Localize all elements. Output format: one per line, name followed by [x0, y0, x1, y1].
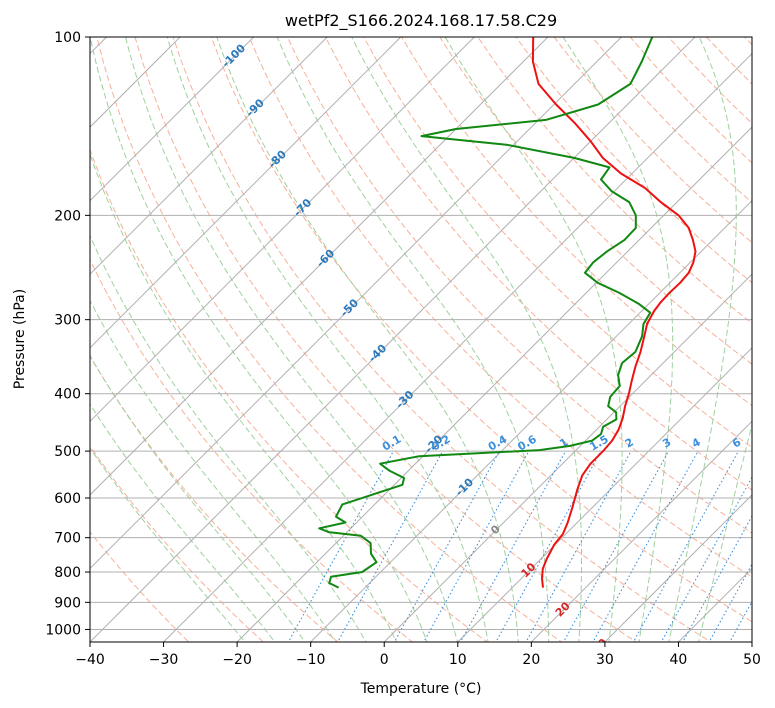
isotherm-line — [90, 37, 255, 202]
mixing-ratio-line — [632, 450, 739, 642]
moist-adiabat-line — [668, 37, 737, 642]
mixing-ratio-lines — [287, 450, 752, 642]
mixing-ratio-line — [660, 476, 752, 642]
isotherm-line — [383, 273, 752, 642]
mixing-ratio-line — [729, 600, 752, 642]
dry-adiabat-line — [401, 37, 752, 407]
chart-title: wetPf2_S166.2024.168.17.58.C29 — [285, 11, 557, 31]
y-axis: 100 200 300 400 500 600 700 800 900 1000 — [45, 30, 90, 638]
isotherm-line — [90, 37, 181, 128]
mixing-ratio-line — [562, 450, 669, 642]
plot-frame — [89, 36, 753, 643]
y-tick-label: 600 — [54, 491, 81, 507]
y-tick-label: 900 — [54, 595, 81, 611]
dry-adiabat-line — [90, 355, 339, 642]
y-tick-label: 500 — [54, 444, 81, 460]
sounding-series — [318, 37, 697, 589]
plot-area: -100-90-80-70-60-50-40-30-20-10010203040… — [90, 37, 752, 656]
y-tick-label: 400 — [54, 387, 81, 403]
mixing-ratio-line — [393, 450, 500, 642]
mixing-ratio-line — [525, 450, 632, 642]
isotherm-label: 30 — [590, 636, 610, 656]
isotherm-line — [604, 494, 752, 642]
dewpoint-profile-line — [318, 37, 654, 589]
x-tick-label: 20 — [522, 652, 540, 668]
x-axis-title: Temperature (°C) — [360, 681, 482, 697]
x-tick-label: 50 — [743, 652, 761, 668]
isotherm-line — [236, 126, 752, 642]
mixing-ratio-line — [592, 450, 699, 642]
isotherm-line — [90, 37, 476, 423]
x-tick-label: −10 — [296, 652, 326, 668]
isotherm-line — [90, 37, 549, 496]
dry-adiabat-line — [90, 148, 488, 642]
mixing-ratio-line — [287, 450, 394, 642]
x-tick-label: −20 — [222, 652, 252, 668]
dry-adiabat-line — [90, 445, 264, 642]
y-axis-title: Pressure (hPa) — [12, 289, 28, 389]
y-tick-label: 300 — [54, 313, 81, 329]
grid-lines — [90, 37, 752, 642]
y-tick-label: 1000 — [45, 622, 81, 638]
y-tick-label: 800 — [54, 565, 81, 581]
x-tick-label: −30 — [149, 652, 179, 668]
x-tick-label: 30 — [596, 652, 614, 668]
mixing-ratio-line — [708, 562, 752, 642]
dry-adiabats — [90, 37, 752, 642]
dry-adiabat-line — [134, 37, 638, 642]
isotherm-line — [309, 199, 752, 642]
dry-adiabat-line — [90, 258, 414, 642]
x-axis: −40 −30 −20 −10 0 10 20 30 40 50 — [75, 642, 761, 668]
temperature-profile-line — [531, 37, 697, 588]
mixing-ratio-line — [495, 450, 602, 642]
isotherm-line — [457, 347, 752, 642]
moist-adiabat-line — [90, 299, 337, 642]
mixing-ratio-line — [682, 514, 752, 642]
dry-adiabat-line — [439, 37, 752, 365]
dry-adiabat-line — [477, 37, 752, 324]
mixing-ratio-line — [337, 450, 444, 642]
isotherm-line — [162, 52, 752, 642]
dry-adiabat-line — [363, 37, 752, 449]
moist-adiabat-line — [216, 37, 519, 642]
isotherm-line — [90, 37, 402, 349]
isotherm-line — [90, 37, 328, 275]
dry-adiabat-line — [286, 37, 752, 534]
x-tick-label: 10 — [449, 652, 467, 668]
y-tick-label: 700 — [54, 531, 81, 547]
mixing-ratio-line — [459, 450, 567, 642]
y-tick-label: 200 — [54, 208, 81, 224]
x-tick-label: −40 — [75, 652, 105, 668]
isotherm-line — [90, 37, 623, 570]
x-tick-label: 40 — [670, 652, 688, 668]
isotherm-line — [90, 37, 696, 642]
dry-adiabat-line — [210, 37, 752, 623]
dry-adiabat-line — [248, 37, 752, 578]
mixing-ratio-line — [423, 450, 530, 642]
y-tick-label: 100 — [54, 30, 81, 46]
isotherm-line — [530, 420, 752, 642]
x-tick-label: 0 — [380, 652, 389, 668]
